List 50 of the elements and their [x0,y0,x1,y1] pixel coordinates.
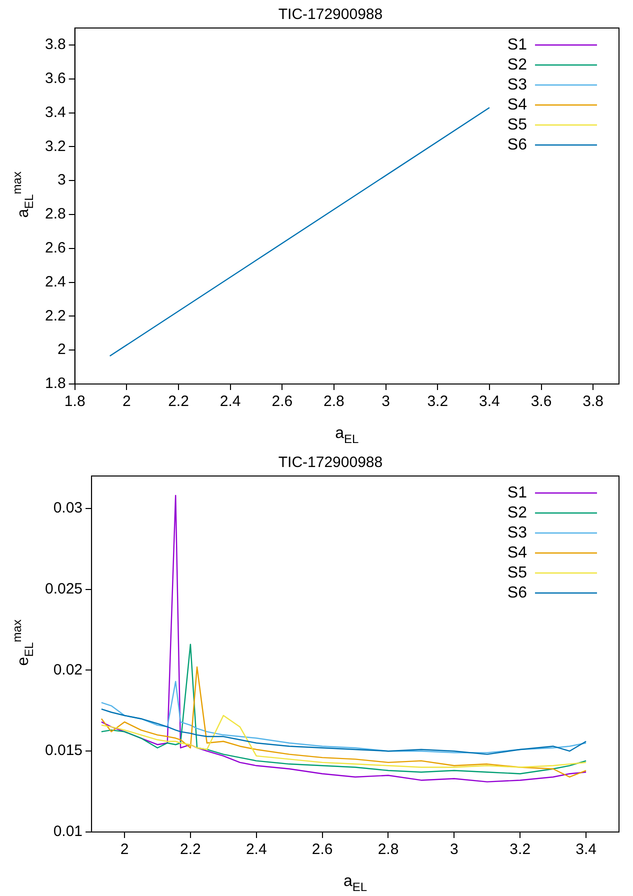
y-tick-label: 3.6 [44,70,66,87]
legend-label: S3 [507,76,528,94]
y-axis-title: eELmax [10,620,36,666]
x-tick-label: 3.2 [427,393,448,410]
y-tick-label: 0.02 [53,661,83,678]
legend-label: S4 [507,544,528,562]
y-tick-label: 3.4 [44,104,66,121]
y-tick-label: 2.2 [44,307,66,324]
x-tick-label: 3.2 [510,841,531,858]
x-tick-label: 2.4 [220,393,241,410]
legend-label: S2 [507,504,528,522]
chart-title: TIC-172900988 [278,454,383,472]
y-tick-label: 2.4 [44,273,66,290]
x-tick-label: 3.4 [479,393,500,410]
legend-label: S6 [507,136,528,154]
y-tick-label: 0.01 [53,823,83,840]
x-tick-label: 2.4 [246,841,267,858]
x-tick-label: 2 [122,393,131,410]
legend-label: S5 [507,116,528,134]
legend-label: S4 [507,96,528,114]
y-tick-label: 2.6 [44,240,66,257]
y-axis-title: aELmax [10,172,36,218]
legend-label: S2 [507,56,528,74]
y-tick-label: 1.8 [44,375,66,392]
legend-label: S6 [507,584,528,602]
x-tick-label: 3 [382,393,390,410]
x-tick-label: 3.6 [530,393,552,410]
y-tick-label: 2 [58,341,66,358]
y-tick-label: 3 [58,172,66,189]
x-tick-label: 2.2 [180,841,201,858]
x-tick-label: 2.6 [272,393,293,410]
x-tick-label: 2.2 [168,393,189,410]
legend-label: S1 [507,36,528,54]
x-tick-label: 3.8 [582,393,604,410]
chart-title: TIC-172900988 [278,6,383,24]
x-tick-label: 2.8 [378,841,399,858]
y-tick-label: 3.2 [44,138,66,155]
y-tick-label: 0.025 [44,580,83,598]
x-tick-label: 3.4 [576,841,596,858]
y-tick-label: 0.03 [53,500,83,517]
x-tick-label: 2.8 [324,393,344,410]
y-tick-label: 3.8 [44,36,66,54]
legend-label: S1 [507,484,528,502]
y-tick-label: 0.015 [44,742,83,760]
y-tick-label: 2.8 [44,206,66,223]
legend-label: S3 [507,524,528,542]
legend-label: S5 [507,564,528,582]
x-tick-label: 2 [120,841,129,858]
x-tick-label: 2.6 [312,841,333,858]
x-tick-label: 3 [450,841,458,858]
